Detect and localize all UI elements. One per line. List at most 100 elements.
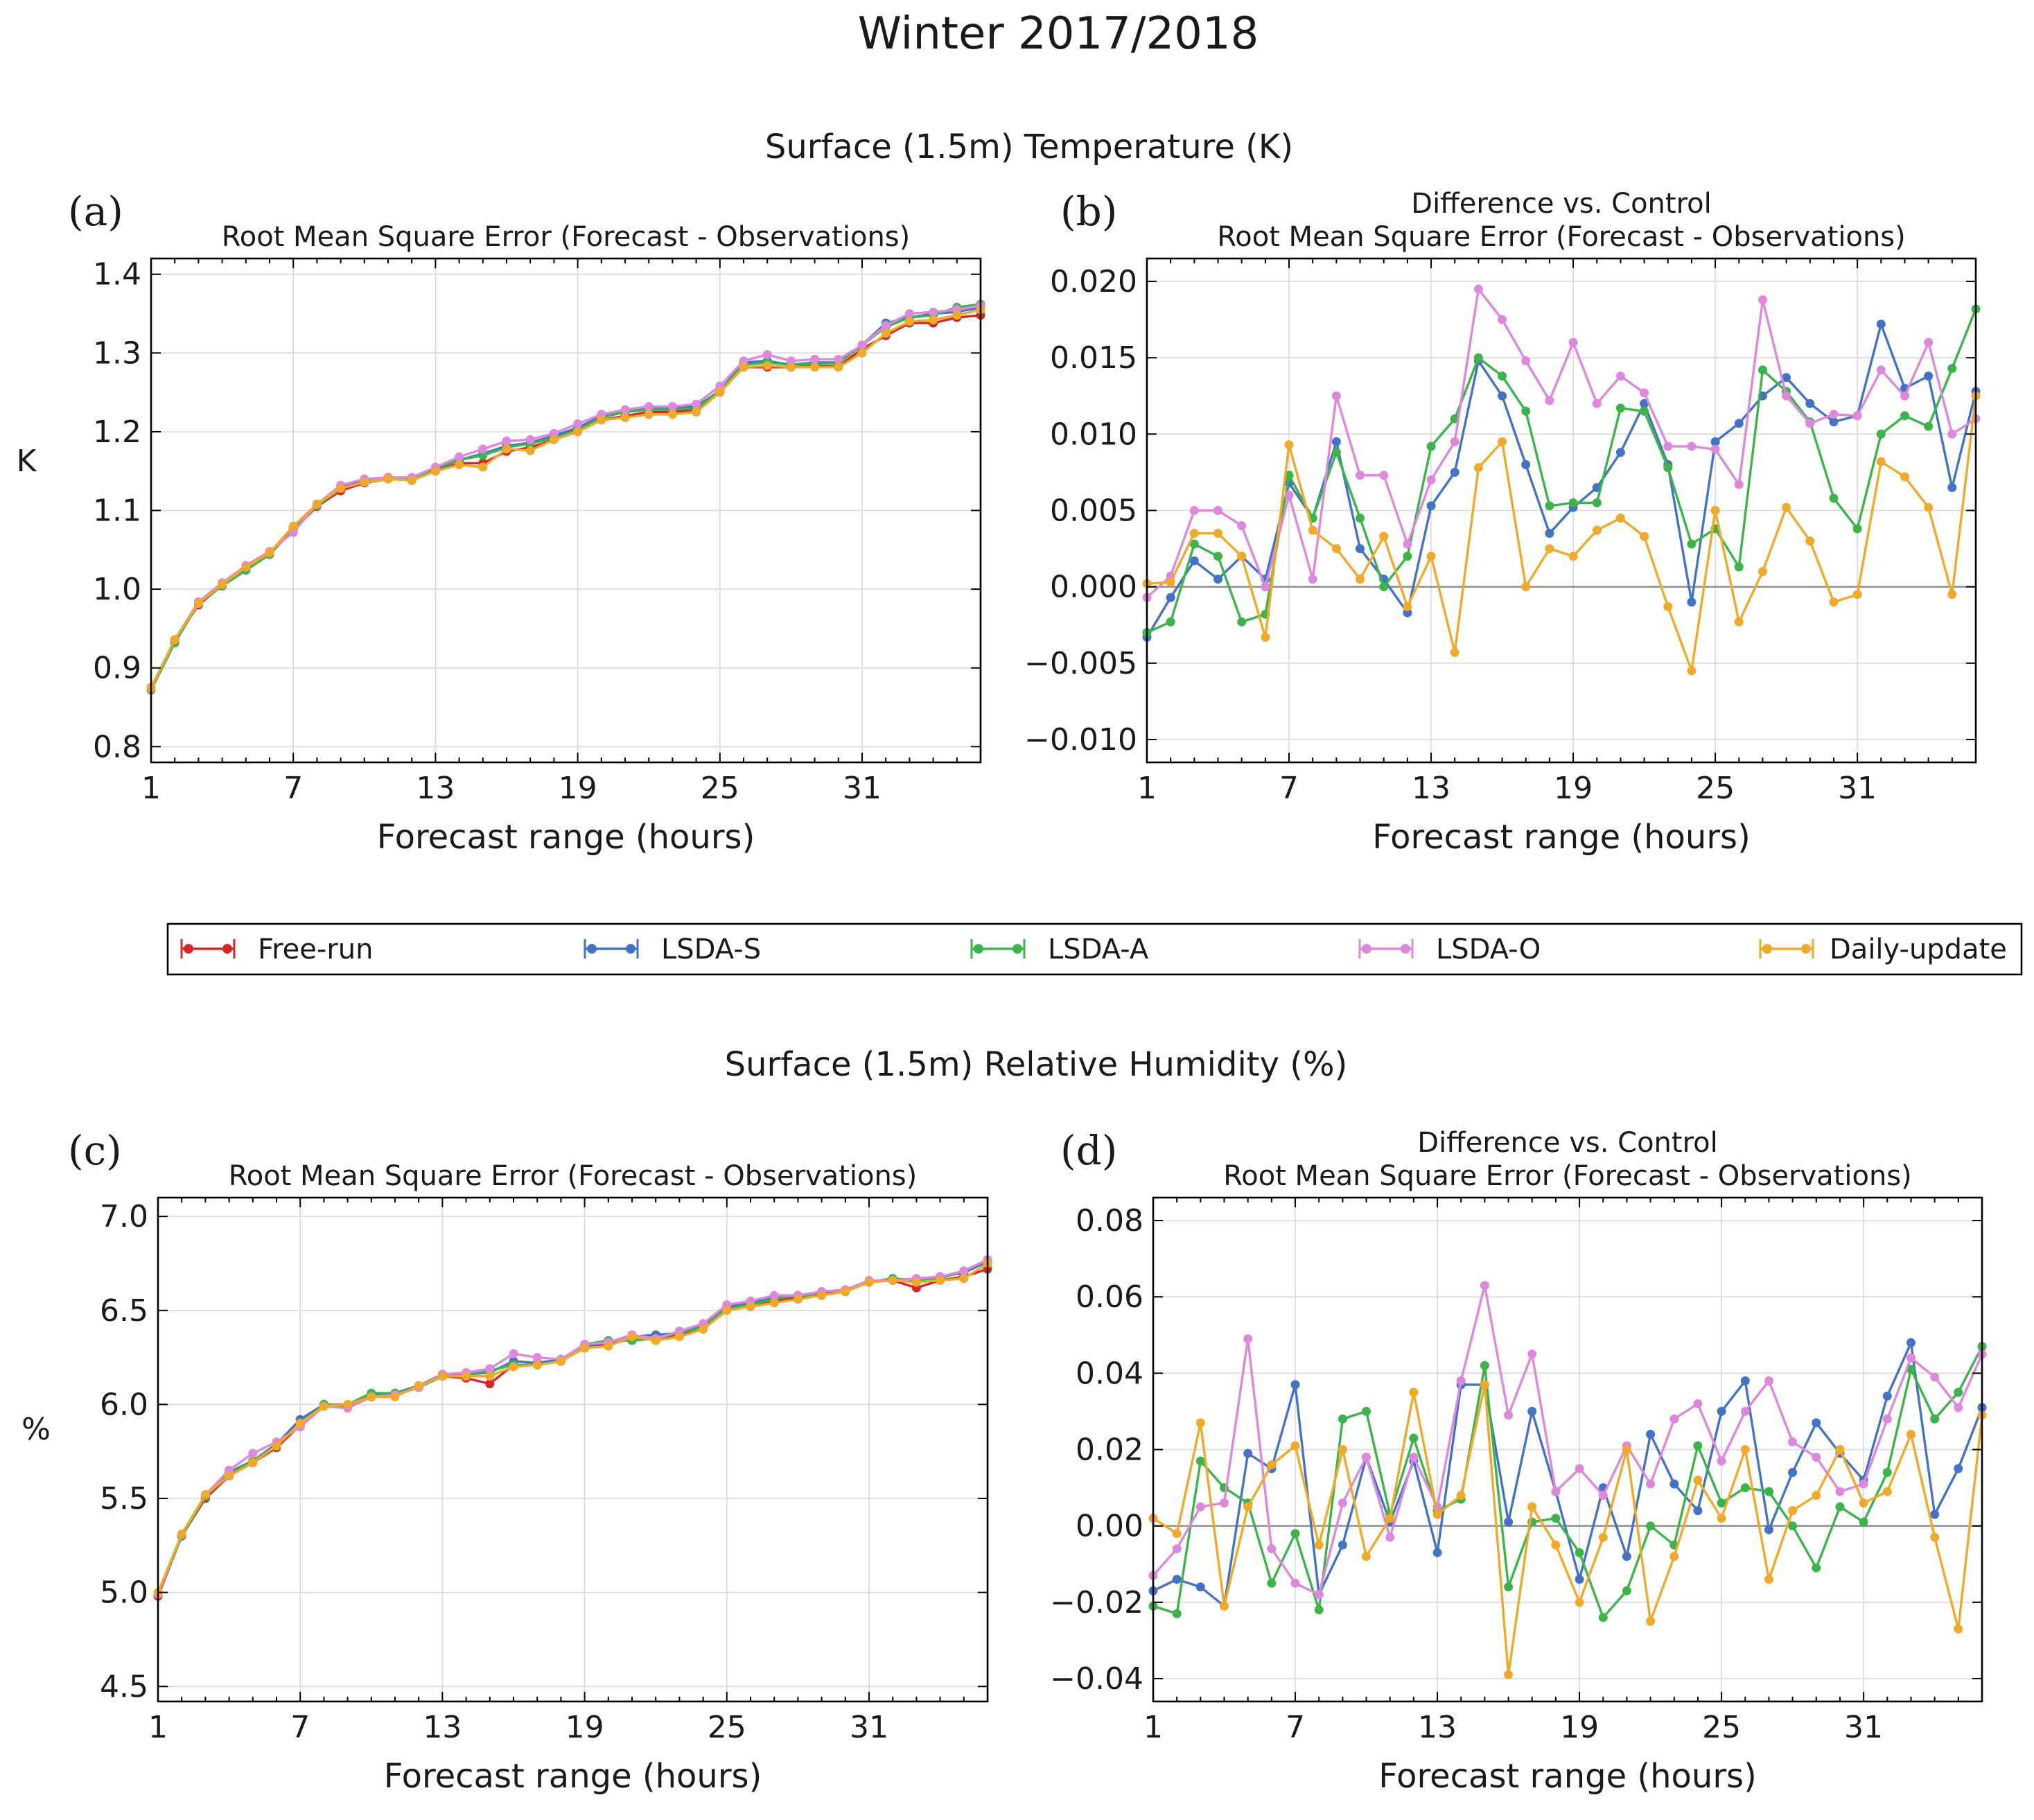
data-point-lsda-a bbox=[1758, 365, 1767, 375]
data-point-lsda-s bbox=[1646, 1430, 1656, 1439]
x-tick-label: 25 bbox=[1702, 1710, 1741, 1745]
data-point-lsda-a bbox=[1882, 1468, 1892, 1477]
data-point-lsda-s bbox=[1338, 1540, 1347, 1550]
x-tick-label: 25 bbox=[1696, 771, 1735, 806]
x-tick-label: 13 bbox=[423, 1710, 462, 1745]
data-point-lsda-o bbox=[1220, 1498, 1229, 1508]
data-point-daily-update bbox=[1788, 1506, 1798, 1516]
data-point-daily-update bbox=[1812, 1491, 1821, 1500]
data-point-lsda-o bbox=[620, 405, 630, 414]
data-point-lsda-s bbox=[1829, 417, 1839, 427]
data-point-lsda-a bbox=[1568, 498, 1578, 507]
series-line-lsda-a bbox=[150, 303, 981, 691]
data-point-lsda-s bbox=[1669, 1479, 1679, 1489]
y-tick-label: 0.005 bbox=[1050, 493, 1137, 529]
data-point-lsda-o bbox=[1876, 365, 1886, 375]
data-point-daily-update bbox=[573, 427, 583, 437]
data-point-daily-update bbox=[1924, 502, 1934, 512]
x-tick-label: 19 bbox=[1554, 771, 1593, 806]
data-point-daily-update bbox=[343, 1399, 353, 1409]
data-point-lsda-a bbox=[1284, 471, 1294, 480]
data-point-daily-update bbox=[1954, 1624, 1963, 1634]
x-tick-label: 25 bbox=[708, 1710, 746, 1745]
data-point-daily-update bbox=[1314, 1540, 1324, 1550]
chart-subtitle: Root Mean Square Error (Forecast - Obser… bbox=[1217, 221, 1906, 253]
data-point-lsda-s bbox=[1876, 320, 1886, 329]
x-tick-label: 19 bbox=[566, 1710, 604, 1745]
data-point-lsda-o bbox=[532, 1353, 542, 1363]
data-point-lsda-o bbox=[857, 340, 867, 350]
data-point-daily-update bbox=[959, 1274, 969, 1284]
data-point-lsda-o bbox=[1906, 1353, 1915, 1363]
series-line-daily-update bbox=[1146, 396, 1977, 672]
data-point-daily-update bbox=[390, 1392, 400, 1401]
legend-label: LSDA-O bbox=[1436, 934, 1541, 965]
data-point-lsda-o bbox=[1267, 1544, 1277, 1554]
data-point-lsda-o bbox=[1924, 338, 1934, 347]
data-point-lsda-s bbox=[1356, 544, 1365, 554]
x-tick-label: 1 bbox=[1137, 771, 1157, 806]
data-point-lsda-o bbox=[1687, 441, 1697, 451]
data-point-daily-update bbox=[1220, 1601, 1229, 1611]
data-point-lsda-s bbox=[1189, 556, 1199, 566]
data-point-lsda-o bbox=[1693, 1399, 1703, 1408]
data-point-lsda-o bbox=[786, 356, 796, 366]
legend-marker bbox=[1012, 944, 1022, 954]
data-point-lsda-s bbox=[1947, 483, 1957, 492]
data-point-lsda-a bbox=[1290, 1529, 1300, 1539]
data-point-daily-update bbox=[193, 599, 203, 608]
data-point-lsda-o bbox=[1788, 1437, 1798, 1446]
data-point-daily-update bbox=[414, 1381, 423, 1390]
data-point-lsda-o bbox=[1812, 1453, 1821, 1462]
data-point-daily-update bbox=[1640, 532, 1649, 541]
legend-marker bbox=[184, 944, 193, 954]
data-point-daily-update bbox=[1473, 463, 1483, 473]
data-point-lsda-s bbox=[1575, 1575, 1584, 1584]
data-point-lsda-s bbox=[1504, 1517, 1514, 1527]
data-point-lsda-a bbox=[1331, 448, 1341, 457]
data-point-lsda-a bbox=[1426, 441, 1436, 451]
data-point-lsda-s bbox=[1521, 460, 1531, 469]
data-point-lsda-s bbox=[1740, 1376, 1750, 1385]
y-tick-label: 6.0 bbox=[100, 1387, 148, 1422]
legend-item-free-run: Free-run bbox=[180, 934, 373, 965]
data-point-daily-update bbox=[817, 1290, 827, 1300]
data-point-daily-update bbox=[241, 562, 251, 572]
data-point-lsda-o bbox=[1859, 1479, 1868, 1489]
data-point-lsda-o bbox=[1409, 1453, 1419, 1462]
data-point-lsda-s bbox=[1545, 529, 1554, 538]
data-point-lsda-o bbox=[1710, 444, 1720, 454]
data-point-daily-update bbox=[1710, 506, 1720, 515]
data-point-lsda-o bbox=[1764, 1376, 1773, 1385]
y-axis-label: K bbox=[17, 444, 37, 479]
series-lsda-o bbox=[1142, 284, 1981, 602]
data-point-lsda-o bbox=[1947, 429, 1957, 439]
panel-letter: (d) bbox=[1060, 1127, 1117, 1174]
data-point-lsda-a bbox=[1693, 1441, 1703, 1451]
data-point-daily-update bbox=[312, 499, 322, 509]
data-point-daily-update bbox=[1598, 1532, 1608, 1542]
x-tick-label: 31 bbox=[1844, 1710, 1883, 1745]
data-point-daily-update bbox=[651, 1336, 660, 1345]
data-point-lsda-o bbox=[1498, 315, 1507, 324]
data-point-daily-update bbox=[556, 1356, 566, 1366]
data-point-daily-update bbox=[248, 1458, 258, 1467]
data-point-lsda-a bbox=[1947, 364, 1957, 374]
data-point-lsda-s bbox=[1243, 1449, 1253, 1458]
data-point-daily-update bbox=[272, 1441, 281, 1451]
data-point-lsda-o bbox=[1261, 582, 1270, 592]
data-point-daily-update bbox=[200, 1490, 210, 1500]
y-tick-label: 1.3 bbox=[93, 335, 141, 371]
data-point-daily-update bbox=[1527, 1502, 1537, 1512]
data-point-lsda-a bbox=[1498, 371, 1507, 381]
data-point-lsda-o bbox=[1568, 338, 1578, 347]
data-point-lsda-a bbox=[1640, 406, 1649, 416]
data-point-lsda-a bbox=[1622, 1586, 1631, 1595]
series-free-run bbox=[153, 1264, 992, 1601]
series-lsda-a bbox=[153, 1255, 992, 1599]
data-point-lsda-a bbox=[1646, 1521, 1656, 1531]
data-point-daily-update bbox=[1504, 1670, 1514, 1679]
panel-letter: (b) bbox=[1060, 188, 1117, 235]
gridlines bbox=[1146, 259, 1976, 762]
data-point-daily-update bbox=[793, 1295, 803, 1304]
